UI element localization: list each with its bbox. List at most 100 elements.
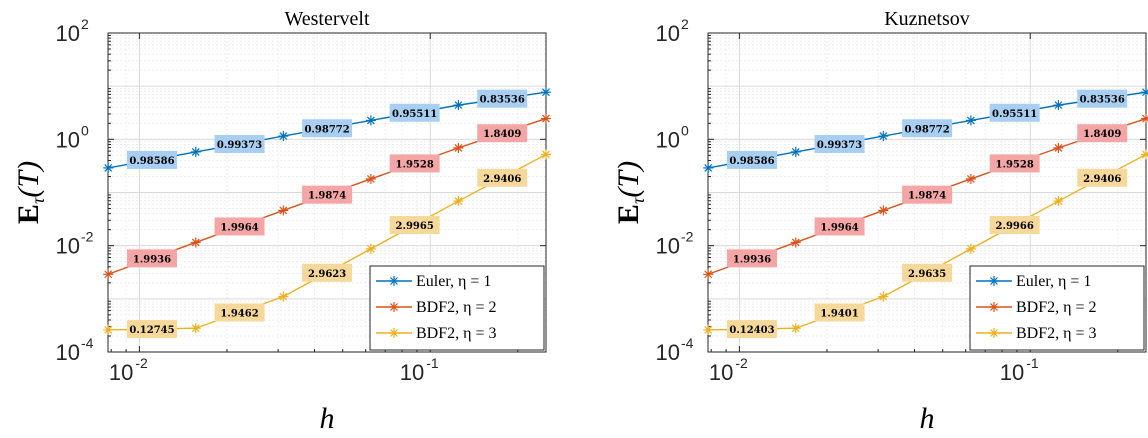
rate-annotation-box: [902, 119, 953, 138]
data-point: [453, 142, 464, 153]
data-point: [103, 162, 114, 173]
legend-label: BDF2, η = 3: [416, 325, 497, 342]
rate-annotation: 2.9623: [302, 263, 353, 282]
marker-stroke: [454, 143, 463, 152]
y-tick-label: 10: [56, 340, 80, 365]
rate-annotation-box: [477, 168, 528, 187]
marker-stroke: [191, 324, 200, 333]
rate-annotation-label: 1.9528: [396, 159, 434, 170]
rate-annotation-box: [726, 150, 777, 169]
rate-annotation-box: [389, 103, 440, 122]
rate-annotation-box: [814, 217, 865, 236]
legend-marker: [390, 329, 398, 337]
marker-stroke: [1054, 197, 1063, 205]
marker-stroke: [791, 324, 800, 333]
y-tick-label-exponent: 0: [681, 122, 689, 138]
rate-annotation-box: [1077, 89, 1128, 108]
rate-annotation-box: [814, 303, 865, 322]
data-point: [190, 323, 201, 334]
rate-annotation: 0.83536: [477, 89, 528, 108]
rate-annotation: 2.9966: [989, 215, 1040, 234]
rate-annotation: 0.99373: [214, 135, 265, 154]
legend-item: BDF2, η = 2: [376, 299, 497, 316]
rate-annotation-label: 1.9462: [220, 308, 258, 319]
data-point: [365, 173, 376, 184]
data-point: [541, 113, 551, 124]
data-point: [703, 324, 714, 335]
marker-stroke: [704, 326, 713, 334]
data-point: [878, 205, 889, 216]
rate-annotation-label: 1.9964: [220, 222, 258, 233]
marker-stroke: [791, 147, 800, 156]
legend: Euler, η = 1 BDF2, η = 2 BDF2, η = 3: [369, 265, 545, 351]
legend-label: Euler, η = 1: [416, 273, 491, 290]
data-point: [103, 324, 114, 335]
x-tick-label: 10: [400, 360, 424, 385]
data-point: [190, 146, 201, 157]
legend-item: Euler, η = 1: [976, 273, 1091, 290]
rate-annotation: 0.98772: [902, 119, 953, 138]
data-point: [1141, 87, 1148, 98]
rate-annotation: 1.9528: [389, 154, 440, 173]
axes-frame: [707, 32, 1147, 353]
marker-stroke: [1142, 89, 1148, 97]
data-point: [965, 243, 976, 254]
rate-annotation-label: 2.9635: [908, 269, 946, 280]
data-point: [278, 205, 289, 216]
y-tick-label-exponent: -4: [81, 335, 94, 351]
rate-annotation: 0.98586: [726, 150, 777, 169]
x-tick-label: 10: [1000, 360, 1024, 385]
rate-annotation: 1.8409: [477, 124, 528, 143]
data-point: [878, 291, 889, 302]
marker-stroke: [191, 238, 200, 247]
data-point: [790, 237, 801, 248]
y-tick-label: 10: [656, 21, 680, 46]
marker-stroke: [1054, 101, 1063, 110]
rate-annotation-box: [126, 150, 177, 169]
marker-stroke: [542, 88, 550, 97]
legend-marker: [390, 277, 398, 285]
rate-annotation-box: [726, 249, 777, 268]
data-point: [790, 323, 801, 334]
x-axis-label: h: [320, 402, 335, 435]
rate-annotation-label: 1.9936: [733, 254, 771, 265]
data-point: [965, 173, 976, 184]
data-point: [1141, 113, 1148, 124]
rate-annotation-label: 0.12403: [729, 325, 774, 336]
marker-stroke: [366, 175, 375, 183]
y-tick-label: 10: [56, 21, 80, 46]
rate-annotation-box: [214, 135, 265, 154]
rate-annotation-label: 1.8409: [483, 129, 521, 140]
chart-title: Kuznetsov: [884, 8, 970, 30]
rate-annotation-box: [477, 89, 528, 108]
y-tick-label-exponent: 2: [681, 16, 689, 32]
rate-annotation-label: 1.9936: [133, 254, 171, 265]
marker-stroke: [279, 132, 288, 141]
x-tick-label: 10: [109, 360, 133, 385]
marker-stroke: [1142, 151, 1148, 159]
rate-annotation: 1.9874: [902, 185, 953, 204]
rate-annotation-label: 0.98772: [304, 124, 349, 135]
data-point: [278, 131, 289, 142]
rate-annotation-label: 0.98772: [904, 124, 949, 135]
rate-annotation: 0.98586: [126, 150, 177, 169]
rate-annotation-label: 1.9528: [996, 159, 1034, 170]
axes-frame: [107, 32, 547, 353]
rate-annotation-box: [989, 103, 1040, 122]
rate-annotation: 0.99373: [814, 135, 865, 154]
rate-annotation: 0.83536: [1077, 89, 1128, 108]
rate-annotation-label: 0.95511: [392, 109, 437, 120]
rate-annotation-box: [1077, 168, 1128, 187]
marker-stroke: [1054, 143, 1063, 152]
marker-stroke: [366, 244, 375, 253]
rate-annotation-label: 2.9623: [308, 269, 346, 280]
marker-stroke: [966, 116, 975, 125]
y-axis-label-subscript: τ: [628, 197, 648, 204]
marker-stroke: [366, 116, 375, 125]
legend-marker: [990, 303, 998, 311]
rate-annotation-box: [214, 217, 265, 236]
y-tick-label: 10: [656, 234, 680, 259]
rate-annotation-label: 1.9964: [820, 222, 858, 233]
rate-annotation-box: [126, 320, 177, 339]
